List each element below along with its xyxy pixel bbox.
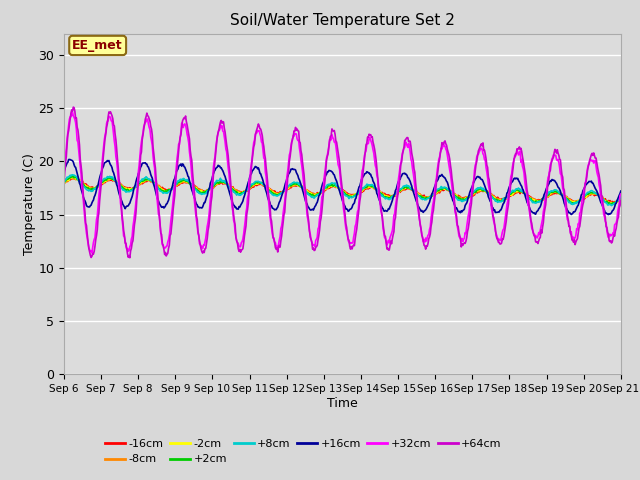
+16cm — [128, 193, 136, 199]
-2cm — [214, 180, 222, 186]
+2cm — [68, 173, 76, 179]
-2cm — [185, 180, 193, 185]
+64cm — [126, 255, 134, 261]
+8cm — [617, 194, 625, 200]
+8cm — [68, 172, 76, 178]
+2cm — [185, 180, 193, 185]
-8cm — [60, 180, 68, 186]
-8cm — [214, 181, 222, 187]
+16cm — [411, 193, 419, 199]
+8cm — [214, 178, 222, 184]
-2cm — [617, 197, 625, 203]
+64cm — [215, 127, 223, 132]
+32cm — [129, 224, 137, 229]
+8cm — [128, 188, 136, 193]
-16cm — [411, 188, 419, 193]
+16cm — [605, 212, 612, 217]
-16cm — [68, 175, 76, 181]
Line: +32cm: +32cm — [64, 112, 621, 253]
+16cm — [60, 168, 68, 174]
+32cm — [68, 109, 76, 115]
+8cm — [428, 193, 435, 199]
+64cm — [186, 136, 193, 142]
Text: EE_met: EE_met — [72, 39, 123, 52]
+16cm — [71, 164, 79, 169]
-16cm — [610, 200, 618, 205]
+32cm — [60, 168, 68, 174]
Legend: -16cm, -8cm, -2cm, +2cm, +8cm, +16cm, +32cm, +64cm: -16cm, -8cm, -2cm, +2cm, +8cm, +16cm, +3… — [100, 434, 506, 469]
+2cm — [411, 188, 419, 194]
+2cm — [128, 186, 136, 192]
+16cm — [428, 195, 435, 201]
-8cm — [70, 176, 78, 181]
+8cm — [411, 189, 419, 195]
+64cm — [412, 180, 419, 185]
-2cm — [60, 180, 68, 185]
-8cm — [411, 188, 419, 194]
-2cm — [128, 187, 136, 193]
-16cm — [185, 179, 193, 184]
+16cm — [65, 156, 73, 162]
-2cm — [68, 174, 76, 180]
+32cm — [71, 116, 79, 122]
-2cm — [411, 188, 419, 194]
+2cm — [617, 195, 625, 201]
-8cm — [128, 187, 136, 192]
-16cm — [71, 176, 79, 181]
-16cm — [428, 192, 435, 198]
+64cm — [129, 238, 137, 244]
+32cm — [428, 210, 436, 216]
+16cm — [617, 188, 625, 194]
+8cm — [60, 179, 68, 184]
-8cm — [428, 193, 435, 199]
-2cm — [71, 175, 79, 181]
+64cm — [71, 108, 79, 114]
-16cm — [617, 197, 625, 203]
-16cm — [214, 180, 222, 186]
-8cm — [71, 174, 79, 180]
Y-axis label: Temperature (C): Temperature (C) — [22, 153, 36, 255]
+2cm — [214, 180, 222, 186]
+32cm — [412, 191, 419, 196]
Line: +8cm: +8cm — [64, 175, 621, 205]
+32cm — [186, 149, 193, 155]
+2cm — [428, 193, 435, 199]
-2cm — [605, 201, 613, 207]
+2cm — [607, 202, 615, 207]
+8cm — [607, 203, 615, 208]
-8cm — [611, 201, 618, 206]
+64cm — [617, 198, 625, 204]
Line: +64cm: +64cm — [64, 107, 621, 258]
Line: -2cm: -2cm — [64, 177, 621, 204]
+32cm — [617, 191, 625, 197]
-8cm — [617, 195, 625, 201]
Line: -16cm: -16cm — [64, 178, 621, 203]
+2cm — [71, 174, 79, 180]
-2cm — [428, 193, 435, 199]
+64cm — [60, 181, 68, 187]
X-axis label: Time: Time — [327, 397, 358, 410]
+8cm — [71, 173, 79, 179]
Line: +16cm: +16cm — [64, 159, 621, 215]
+2cm — [60, 180, 68, 185]
+32cm — [88, 250, 96, 256]
+32cm — [215, 127, 223, 133]
Line: -8cm: -8cm — [64, 177, 621, 204]
+8cm — [185, 178, 193, 183]
Title: Soil/Water Temperature Set 2: Soil/Water Temperature Set 2 — [230, 13, 455, 28]
+16cm — [214, 162, 222, 168]
-16cm — [60, 180, 68, 185]
-16cm — [128, 186, 136, 192]
Line: +2cm: +2cm — [64, 176, 621, 204]
+64cm — [428, 219, 436, 225]
+16cm — [185, 174, 193, 180]
-8cm — [185, 180, 193, 186]
+64cm — [70, 104, 77, 110]
